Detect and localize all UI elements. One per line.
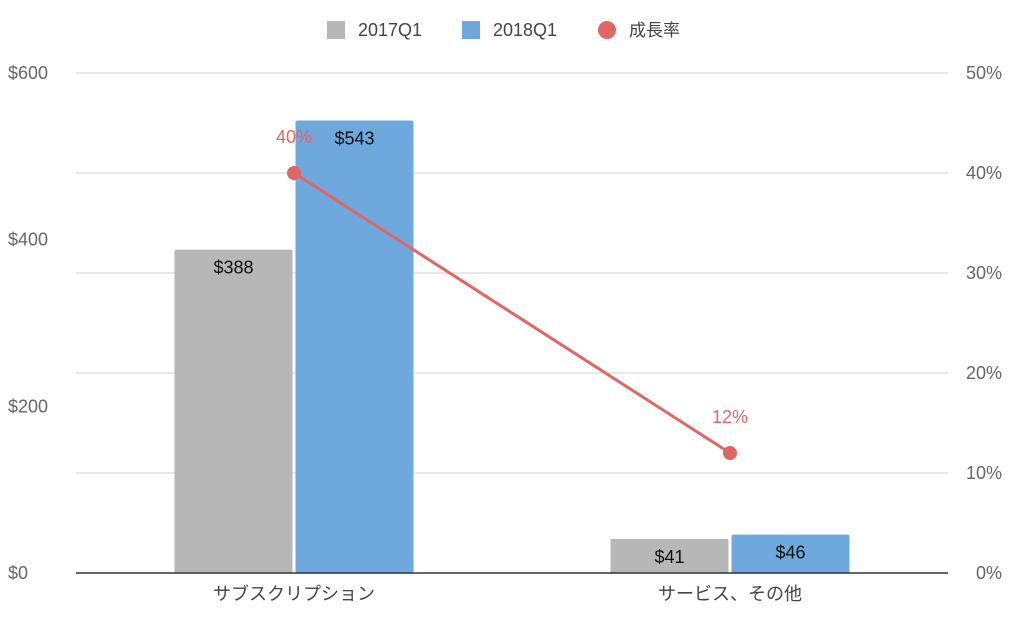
bars — [174, 120, 850, 574]
category-label: サブスクリプション — [213, 583, 375, 605]
data-labels: $388 $543 $41 $46 40% 12% — [213, 127, 805, 567]
right-axis-tick-label: 50% — [966, 63, 1002, 83]
axes: $0 $200 $400 $600 0% 10% 20% 30% 40% 50% サブスクリプション… — [8, 63, 1002, 605]
right-axis-tick-label: 40% — [966, 163, 1002, 183]
legend-label: 2017Q1 — [358, 20, 422, 40]
legend-label: 2018Q1 — [493, 20, 557, 40]
category-label: サービス、その他 — [658, 584, 802, 605]
growth-value-label: 12% — [712, 407, 748, 427]
growth-point-1[interactable] — [723, 446, 737, 460]
bar-value-label: $543 — [334, 129, 374, 149]
right-axis-tick-label: 10% — [966, 463, 1002, 483]
bar-2018q1-0[interactable] — [295, 120, 414, 574]
legend-swatch — [327, 21, 345, 39]
right-axis-tick-label: 30% — [966, 263, 1002, 283]
growth-point-0[interactable] — [287, 166, 301, 180]
bar-2018q1-1[interactable] — [731, 534, 850, 573]
bar-value-label: $388 — [213, 258, 253, 278]
growth-value-label: 40% — [276, 127, 312, 147]
legend-item-2017Q1[interactable]: 2017Q1 — [327, 20, 422, 40]
legend-item-成長率[interactable]: 成長率 — [598, 21, 680, 41]
left-axis-tick-label: $0 — [8, 563, 28, 583]
legend-item-2018Q1[interactable]: 2018Q1 — [462, 20, 557, 40]
growth-line — [287, 166, 737, 460]
left-axis-tick-label: $200 — [8, 396, 48, 416]
left-axis-tick-label: $400 — [8, 230, 48, 250]
bar-2017q1-1[interactable] — [610, 538, 729, 573]
growth-line-path — [293, 171, 731, 455]
bar-value-label: $46 — [775, 543, 805, 563]
bar-value-label: $41 — [654, 547, 684, 567]
left-axis-tick-label: $600 — [8, 63, 48, 83]
bar-2017q1-0[interactable] — [174, 249, 293, 573]
legend-label: 成長率 — [629, 21, 680, 41]
legend-swatch — [598, 21, 616, 39]
legend-swatch — [462, 21, 480, 39]
right-axis-tick-label: 0% — [976, 563, 1002, 583]
legend[interactable]: 2017Q1 2018Q1 成長率 — [327, 20, 680, 41]
right-axis-tick-label: 20% — [966, 363, 1002, 383]
